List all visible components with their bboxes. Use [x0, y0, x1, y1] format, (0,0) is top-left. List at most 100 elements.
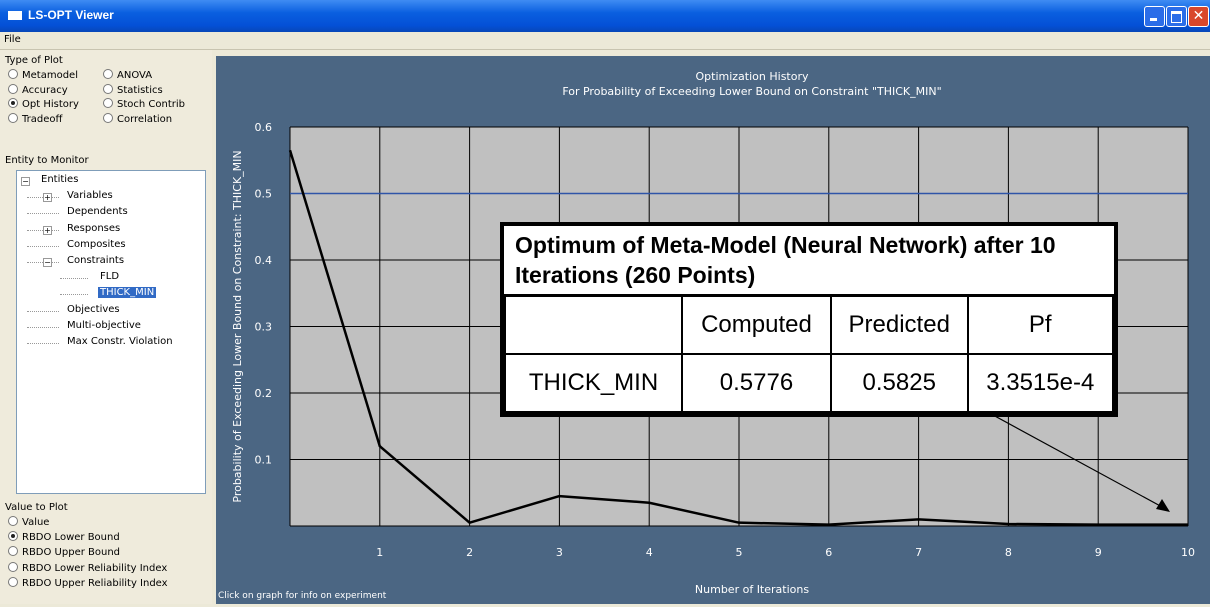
radio-label: RBDO Upper Bound — [22, 547, 121, 559]
arrow-head — [1156, 499, 1170, 512]
radio-button[interactable] — [8, 98, 18, 108]
tree-expander[interactable]: − — [43, 258, 52, 267]
tree-expander[interactable]: + — [43, 225, 52, 235]
y-tick-label: 0.2 — [255, 387, 273, 400]
value-cell: 0.5825 — [829, 353, 969, 413]
radio-option[interactable]: RBDO Lower Reliability Index — [8, 561, 167, 574]
y-tick-label: 0.1 — [255, 454, 273, 467]
tree-expander[interactable]: + — [43, 193, 52, 203]
tree-item[interactable]: THICK_MIN — [98, 287, 157, 299]
status-text: Click on graph for info on experiment — [218, 591, 387, 601]
maximize-button[interactable] — [1166, 6, 1187, 27]
y-tick-label: 0.3 — [255, 321, 273, 334]
header-cell: Computed — [681, 294, 832, 355]
x-tick-label: 7 — [915, 546, 922, 559]
tree-item[interactable]: Responses — [67, 222, 121, 234]
control-panel: − Entities + Variables Dependents + Responses C… — [0, 50, 212, 604]
data-line — [288, 149, 1188, 526]
tree-connector — [27, 245, 59, 247]
y-tick-label: 0.4 — [255, 254, 273, 267]
radio-option[interactable]: RBDO Upper Bound — [8, 546, 120, 558]
x-tick-label: 5 — [736, 546, 743, 559]
value-cell: 3.3515e-4 — [966, 353, 1115, 413]
menu-item[interactable]: File — [4, 34, 21, 45]
tree-item[interactable]: Entities — [41, 174, 79, 185]
radio-label: Tradeoff — [22, 113, 63, 125]
x-tick-label: 4 — [646, 546, 653, 559]
radio-button[interactable] — [8, 83, 18, 94]
tree-item[interactable]: Constraints — [67, 255, 125, 266]
empty-cell — [504, 294, 683, 355]
radio-option[interactable]: ANOVA — [103, 69, 152, 81]
x-axis-label: Number of Iterations — [695, 583, 809, 596]
radio-option[interactable]: Statistics — [103, 83, 163, 96]
annotation-title: Optimum of Meta-Model (Neural Network) a… — [505, 226, 1113, 297]
radio-button[interactable] — [8, 531, 18, 542]
tree-connector — [27, 343, 59, 344]
radio-option[interactable]: RBDO Lower Bound — [8, 531, 120, 543]
radio-label: Stoch Contrib — [117, 99, 185, 110]
tree-item[interactable]: Max Constr. Violation — [67, 336, 173, 347]
y-axis-label: Probability of Exceeding Lower Bound on … — [231, 150, 244, 502]
radio-button[interactable] — [103, 112, 113, 123]
chart-title: Optimization History — [696, 70, 809, 83]
minimize-button[interactable] — [1144, 6, 1165, 27]
annotation-table: Optimum of Meta-Model (Neural Network) a… — [500, 222, 1118, 417]
radio-option[interactable]: RBDO Upper Reliability Index — [8, 576, 168, 589]
tree-item[interactable]: Multi-objective — [67, 319, 141, 331]
tree-connector — [60, 278, 88, 280]
radio-label: Metamodel — [22, 70, 78, 81]
radio-option[interactable]: Metamodel — [8, 69, 78, 81]
tree-connector — [27, 310, 59, 312]
radio-button[interactable] — [8, 561, 18, 572]
tree-item[interactable]: Dependents — [67, 206, 128, 218]
tree-connector — [27, 326, 59, 328]
tree-item[interactable]: Composites — [67, 238, 126, 250]
header-cell: Pf — [966, 294, 1115, 355]
entity-tree: − Entities + Variables Dependents + Responses C… — [16, 170, 206, 494]
y-tick-label: 0.6 — [255, 121, 273, 134]
x-tick-label: 10 — [1181, 546, 1195, 559]
x-tick-label: 1 — [376, 546, 383, 559]
radio-label: Opt History — [22, 99, 79, 110]
app-icon — [8, 11, 22, 20]
radio-button[interactable] — [103, 98, 113, 108]
radio-option[interactable]: Stoch Contrib — [103, 98, 185, 110]
radio-label: ANOVA — [117, 70, 153, 81]
radio-option[interactable]: Opt History — [8, 98, 79, 110]
x-tick-label: 8 — [1005, 546, 1012, 559]
radio-button[interactable] — [8, 576, 18, 587]
radio-label: Accuracy — [22, 84, 68, 96]
group-label: Type of Plot — [5, 55, 63, 66]
radio-button[interactable] — [8, 546, 18, 557]
x-tick-label: 9 — [1095, 546, 1102, 559]
radio-button[interactable] — [103, 83, 113, 94]
y-tick-label: 0.5 — [255, 188, 273, 201]
tree-item[interactable]: Variables — [67, 190, 113, 202]
tree-item[interactable]: FLD — [100, 271, 120, 283]
window-title: LS-OPT Viewer — [28, 8, 114, 22]
radio-label: Value — [22, 517, 50, 528]
radio-button[interactable] — [8, 516, 18, 526]
tree-connector — [27, 213, 59, 215]
row-label: THICK_MIN — [504, 353, 683, 413]
radio-option[interactable]: Accuracy — [8, 83, 68, 96]
radio-option[interactable]: Correlation — [103, 112, 173, 125]
x-tick-label: 2 — [466, 546, 473, 559]
group-label: Entity to Monitor — [5, 155, 89, 166]
x-tick-label: 3 — [556, 546, 563, 559]
radio-option[interactable]: Value — [8, 516, 49, 528]
chart-subtitle: For Probability of Exceeding Lower Bound… — [562, 85, 941, 98]
radio-button[interactable] — [8, 112, 18, 123]
tree-expander[interactable]: − — [21, 177, 30, 186]
group-label: Value to Plot — [5, 502, 68, 513]
radio-button[interactable] — [8, 69, 18, 79]
tree-item[interactable]: Objectives — [67, 303, 120, 315]
close-button[interactable]: ✕ — [1188, 6, 1209, 27]
radio-label: RBDO Upper Reliability Index — [22, 577, 168, 589]
radio-button[interactable] — [103, 69, 113, 79]
title-bar: LS-OPT Viewer ✕ — [0, 0, 1210, 32]
radio-option[interactable]: Tradeoff — [8, 112, 63, 125]
radio-label: Correlation — [117, 113, 173, 125]
